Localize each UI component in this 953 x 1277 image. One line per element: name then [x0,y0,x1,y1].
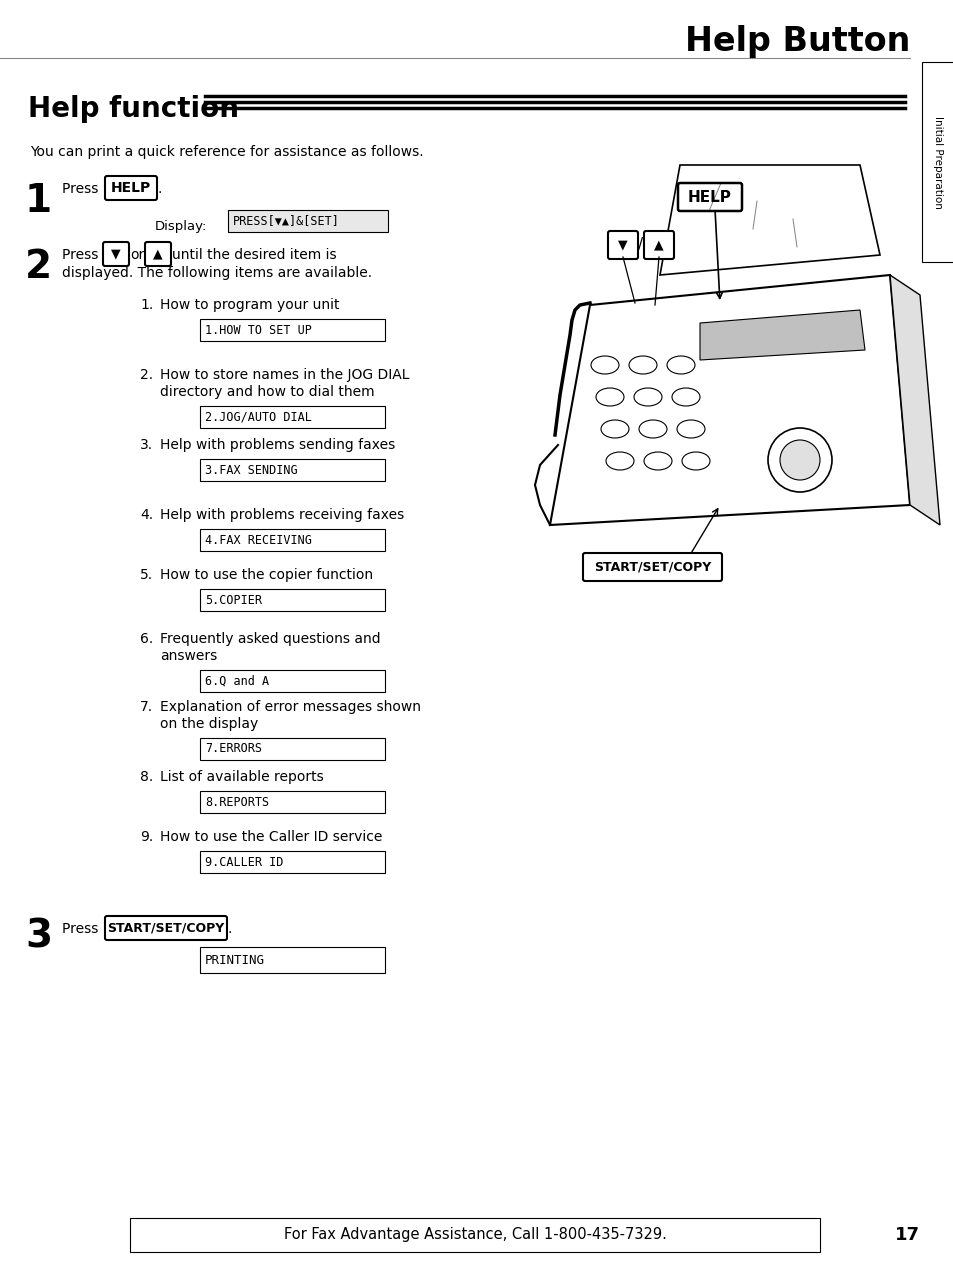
FancyBboxPatch shape [145,243,171,266]
Ellipse shape [628,356,657,374]
FancyBboxPatch shape [105,176,157,200]
Text: directory and how to dial them: directory and how to dial them [160,384,375,398]
Ellipse shape [681,452,709,470]
Text: on the display: on the display [160,716,258,730]
Text: START/SET/COPY: START/SET/COPY [594,561,710,573]
Text: List of available reports: List of available reports [160,770,323,784]
Text: 4.FAX RECEIVING: 4.FAX RECEIVING [205,534,312,547]
Bar [228,209,388,232]
Text: ▼: ▼ [618,239,627,252]
Text: Press: Press [62,922,103,936]
Polygon shape [659,165,879,275]
Text: 8.: 8. [140,770,153,784]
FancyBboxPatch shape [103,243,129,266]
Text: Initial Preparation: Initial Preparation [932,115,942,208]
Text: or: or [130,248,144,262]
Ellipse shape [643,452,671,470]
Text: For Fax Advantage Assistance, Call 1-800-435-7329.: For Fax Advantage Assistance, Call 1-800… [283,1227,666,1243]
FancyBboxPatch shape [582,553,721,581]
Text: How to store names in the JOG DIAL: How to store names in the JOG DIAL [160,368,409,382]
Text: Explanation of error messages shown: Explanation of error messages shown [160,700,420,714]
Bar [200,790,385,813]
Text: How to use the copier function: How to use the copier function [160,568,373,582]
Text: 6.Q and A: 6.Q and A [205,674,269,687]
Text: 5.COPIER: 5.COPIER [205,594,262,607]
Text: HELP: HELP [687,189,731,204]
Ellipse shape [605,452,634,470]
Text: 1.: 1. [140,298,153,312]
Bar [200,948,385,973]
Polygon shape [889,275,939,525]
Text: 3.FAX SENDING: 3.FAX SENDING [205,464,297,476]
Ellipse shape [639,420,666,438]
Ellipse shape [677,420,704,438]
Text: 17: 17 [894,1226,919,1244]
Ellipse shape [634,388,661,406]
Text: 9.: 9. [140,830,153,844]
Ellipse shape [590,356,618,374]
Text: You can print a quick reference for assistance as follows.: You can print a quick reference for assi… [30,146,423,160]
Text: Help with problems receiving faxes: Help with problems receiving faxes [160,508,404,522]
FancyBboxPatch shape [607,231,638,259]
Text: PRESS[▼▲]&[SET]: PRESS[▼▲]&[SET] [233,215,339,227]
Ellipse shape [666,356,695,374]
Text: PRINTING: PRINTING [205,954,265,967]
Text: ▲: ▲ [153,248,163,261]
Text: 2: 2 [25,248,52,286]
Bar [200,738,385,760]
Bar [200,850,385,873]
Ellipse shape [596,388,623,406]
Ellipse shape [671,388,700,406]
Circle shape [767,428,831,492]
Text: How to use the Caller ID service: How to use the Caller ID service [160,830,382,844]
Ellipse shape [600,420,628,438]
Text: 1: 1 [25,183,52,220]
Bar [200,406,385,428]
Bar [200,529,385,550]
Bar [921,63,953,262]
Polygon shape [700,310,864,360]
Text: 5.: 5. [140,568,153,582]
Text: How to program your unit: How to program your unit [160,298,339,312]
Text: 1.HOW TO SET UP: 1.HOW TO SET UP [205,323,312,337]
Text: Press: Press [62,248,103,262]
Text: Press: Press [62,183,103,195]
Text: Frequently asked questions and: Frequently asked questions and [160,632,380,646]
FancyBboxPatch shape [643,231,673,259]
Text: 9.CALLER ID: 9.CALLER ID [205,856,283,868]
Circle shape [780,441,820,480]
Text: 2.JOG/AUTO DIAL: 2.JOG/AUTO DIAL [205,410,312,424]
Text: START/SET/COPY: START/SET/COPY [108,922,224,935]
Text: 6.: 6. [140,632,153,646]
Text: Help function: Help function [28,94,239,123]
Bar [200,458,385,481]
Text: HELP: HELP [111,181,151,195]
Bar [130,1218,820,1251]
Text: ▼: ▼ [112,248,121,261]
Bar [200,589,385,610]
Text: Help Button: Help Button [684,26,909,59]
Text: displayed. The following items are available.: displayed. The following items are avail… [62,266,372,280]
Text: .: . [158,183,162,195]
Text: answers: answers [160,649,217,663]
Text: 7.: 7. [140,700,153,714]
Text: 4.: 4. [140,508,153,522]
Text: 8.REPORTS: 8.REPORTS [205,796,269,808]
Text: 3.: 3. [140,438,153,452]
FancyBboxPatch shape [105,916,227,940]
Text: ▲: ▲ [654,239,663,252]
FancyBboxPatch shape [678,183,741,211]
Text: .: . [228,922,233,936]
Bar [200,670,385,692]
Text: Display:: Display: [154,220,207,232]
Bar [200,319,385,341]
Text: 2.: 2. [140,368,153,382]
Text: 3: 3 [25,917,52,955]
Text: /: / [638,238,642,253]
Text: Help with problems sending faxes: Help with problems sending faxes [160,438,395,452]
Text: until the desired item is: until the desired item is [172,248,336,262]
Polygon shape [550,275,909,525]
Text: 7.ERRORS: 7.ERRORS [205,742,262,756]
